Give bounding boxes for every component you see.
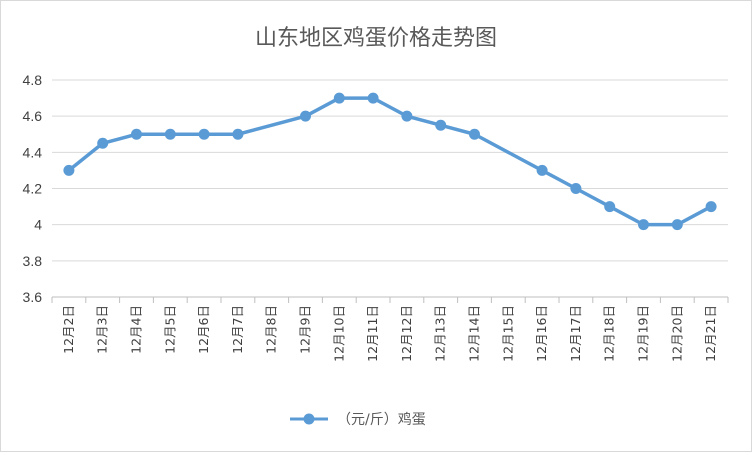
x-tick-label: 12月18日 (602, 305, 617, 362)
x-axis (51, 296, 729, 303)
data-point (536, 164, 548, 176)
x-tick-label: 12月6日 (196, 305, 211, 354)
series-layer (63, 92, 717, 231)
legend-label: （元/斤）鸡蛋 (337, 411, 426, 428)
y-tick-label: 4 (34, 217, 42, 233)
y-tick-label: 4.4 (23, 144, 43, 160)
x-tick-label: 12月13日 (433, 305, 448, 362)
y-axis-ticks: 3.6 3.8 4 4.2 4.4 4.6 4.8 (23, 72, 43, 305)
x-tick-label: 12月17日 (568, 305, 583, 362)
x-tick-label: 12月10日 (331, 305, 346, 362)
x-tick-label: 12月15日 (500, 305, 515, 362)
data-point (671, 219, 683, 231)
series-line (67, 96, 712, 227)
y-tick-label: 3.6 (23, 289, 43, 305)
data-point (198, 128, 210, 140)
data-point (164, 128, 176, 140)
x-tick-label: 12月16日 (534, 305, 549, 362)
x-tick-label: 12月12日 (399, 305, 414, 362)
x-tick-label: 12月7日 (230, 305, 245, 354)
legend-marker-swatch (303, 413, 315, 425)
x-tick-label: 12月14日 (467, 305, 482, 362)
data-point (63, 164, 75, 176)
data-point (604, 201, 616, 213)
x-tick-label: 12月21日 (703, 305, 718, 362)
data-point (131, 128, 142, 140)
y-tick-label: 4.6 (23, 108, 43, 124)
data-point (97, 137, 109, 149)
data-point (570, 183, 582, 194)
x-tick-label: 12月4日 (129, 305, 144, 354)
data-point (367, 92, 379, 104)
x-tick-label: 12月19日 (636, 305, 651, 362)
gridlines (52, 79, 728, 262)
x-tick-label: 12月8日 (264, 305, 279, 354)
data-point (401, 110, 413, 122)
data-point (435, 119, 447, 131)
x-tick-label: 12月2日 (61, 305, 76, 354)
x-tick-label: 12月5日 (162, 305, 177, 354)
data-point (638, 219, 649, 231)
x-tick-label: 12月11日 (365, 305, 380, 362)
data-point (469, 128, 480, 140)
data-point (300, 110, 311, 122)
y-tick-label: 3.8 (23, 253, 43, 269)
x-axis-ticks: 12月2日 12月3日 12月4日 12月5日 12月6日 12月7日 12月8日 12月9日… (61, 305, 718, 362)
data-point (705, 201, 717, 213)
y-tick-label: 4.2 (23, 181, 43, 197)
data-point (333, 92, 345, 104)
data-point (232, 128, 244, 140)
y-tick-label: 4.8 (23, 72, 43, 88)
x-tick-label: 12月20日 (669, 305, 684, 362)
x-tick-label: 12月3日 (95, 305, 110, 354)
chart-title: 山东地区鸡蛋价格走势图 (255, 26, 497, 51)
legend: （元/斤）鸡蛋 (290, 411, 426, 428)
x-tick-label: 12月9日 (298, 305, 313, 354)
